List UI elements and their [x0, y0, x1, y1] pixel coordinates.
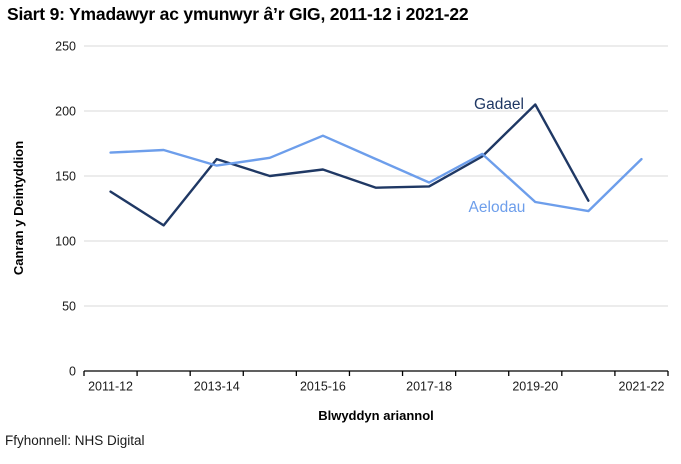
y-tick-label: 150	[55, 170, 76, 184]
y-axis-title: Canran y Deintyddion	[11, 141, 26, 275]
y-tick-label: 200	[55, 105, 76, 119]
series-line-aelodau	[109, 134, 643, 213]
y-tick-label: 50	[62, 300, 76, 314]
series-label-aelodau: Aelodau	[469, 199, 526, 216]
source-note: Ffyhonnell: NHS Digital	[5, 433, 145, 448]
series-label-gadael: Gadael	[474, 96, 524, 113]
x-tick-label: 2015-16	[300, 380, 346, 394]
y-tick-label: 250	[55, 40, 76, 54]
y-tick-label: 100	[55, 235, 76, 249]
x-tick-label: 2013-14	[194, 380, 240, 394]
x-tick-label: 2011-12	[88, 380, 133, 394]
chart-title: Siart 9: Ymadawyr ac ymunwyr â’r GIG, 20…	[7, 4, 469, 24]
x-tick-label: 2021-22	[619, 380, 665, 394]
y-tick-label: 0	[69, 365, 76, 379]
x-axis-title: Blwyddyn ariannol	[318, 408, 434, 423]
series-line-gadael	[109, 103, 590, 227]
x-tick-label: 2019-20	[512, 380, 558, 394]
x-tick-label: 2017-18	[406, 380, 452, 394]
line-chart: 0 50 100 150 200 250 2011-12 2013-14 2015-16 2017…	[11, 40, 669, 423]
